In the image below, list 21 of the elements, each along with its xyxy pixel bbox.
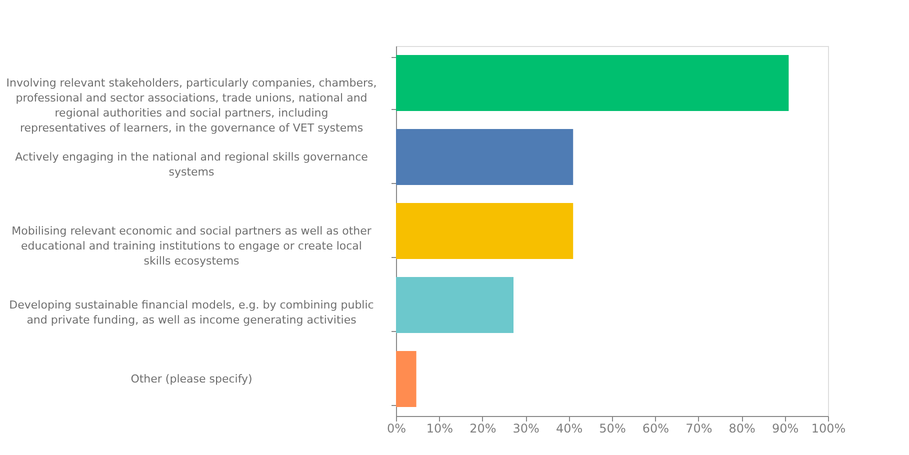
bar	[396, 129, 574, 185]
bar	[396, 203, 574, 259]
x-tick-label: 30%	[512, 422, 540, 436]
x-tick-label: 40%	[556, 422, 583, 436]
x-tick-label: 10%	[426, 422, 454, 436]
bar	[396, 351, 416, 407]
y-tick-label: Developing sustainable financial models, e.g. by combining public and private funding, as well as income generating activities	[9, 298, 374, 326]
y-tick-label: Mobilising relevant economic and social partners as well as other educational and training institutions to engage or create local skills ecosystems	[12, 224, 372, 268]
y-tick-label: Other (please specify)	[130, 372, 252, 386]
bar	[396, 277, 514, 333]
y-tick-label: Involving relevant stakeholders, particularly companies, chambers, professional and sector associations, trade unions, national and regional authorities and social partners, including representatives of learners, in the governance of VET systems	[6, 76, 377, 134]
x-tick-label: 60%	[642, 422, 670, 436]
x-tick-label: 90%	[772, 422, 799, 436]
x-tick-label: 80%	[728, 422, 756, 436]
bar	[396, 55, 789, 111]
x-tick-label: 0%	[386, 422, 406, 436]
y-tick-label: Actively engaging in the national and regional skills governance systems	[15, 150, 368, 178]
x-tick-label: 50%	[599, 422, 626, 436]
x-tick-label: 100%	[811, 422, 846, 436]
x-tick-label: 70%	[686, 422, 712, 436]
x-tick-label: 20%	[470, 422, 496, 436]
